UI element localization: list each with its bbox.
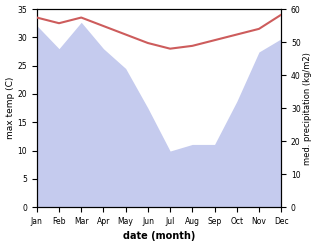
Y-axis label: max temp (C): max temp (C) <box>5 77 15 139</box>
X-axis label: date (month): date (month) <box>123 231 195 242</box>
Y-axis label: med. precipitation (kg/m2): med. precipitation (kg/m2) <box>303 52 313 165</box>
